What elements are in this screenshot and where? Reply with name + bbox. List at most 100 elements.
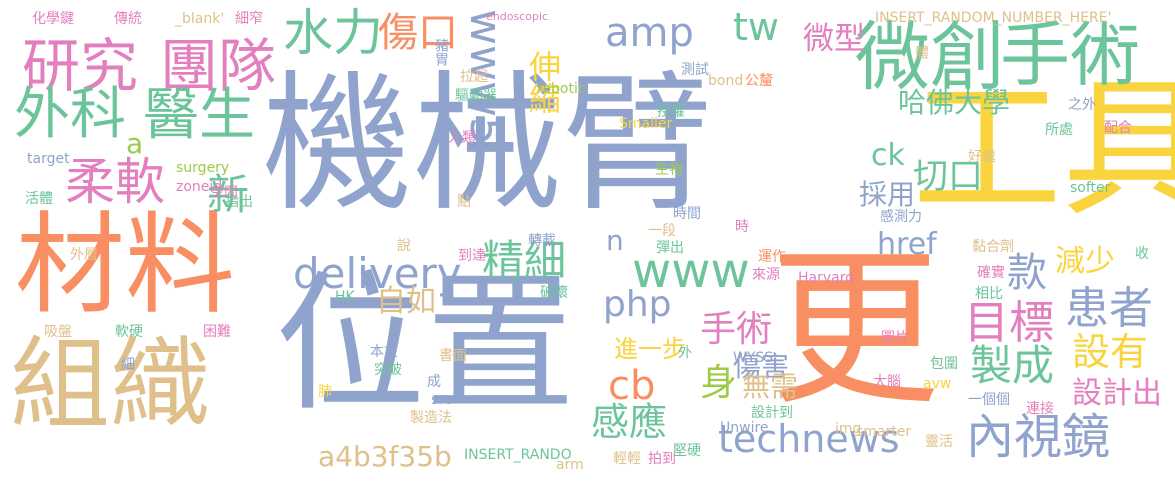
cloud-word: 豬胃 [433,38,449,66]
cloud-word: 研究 [22,32,139,100]
cloud-word: 活體 [25,191,53,207]
cloud-word: n [606,224,624,257]
cloud-word: src [431,392,452,408]
cloud-word: amp [605,10,694,56]
cloud-word: 團隊 [160,32,277,100]
cloud-word: delivery [293,249,462,298]
cloud-word: 傷口 [378,10,458,56]
cloud-word: 一段 [648,223,676,239]
cloud-word: 吸盤 [44,324,72,340]
cloud-word: 工具 [912,63,1175,237]
cloud-word: 彈出 [656,240,684,256]
cloud-word: 設計出 [1072,376,1162,411]
cloud-word: 公釐 [745,73,773,89]
cloud-word: 製成 [970,341,1055,390]
cloud-word: 困難 [203,324,231,340]
cloud-word: 身 [700,361,737,404]
cloud-word: 拍到 [648,451,676,467]
cloud-word: 設有 [1072,330,1149,374]
cloud-word: robotic [537,81,586,97]
cloud-word: www5 [460,9,511,145]
cloud-word: 醫生 [143,83,255,148]
cloud-word: 手術 [1000,14,1140,96]
cloud-word: 人類 [448,130,476,146]
cloud-word: 位置 [275,258,576,432]
cloud-word: 細 [121,357,135,373]
cloud-word: 設計到 [751,405,793,421]
cloud-word: cb [608,363,656,409]
cloud-word: 感測力 [880,209,922,225]
cloud-word: smarter [856,424,912,440]
cloud-word: 確實 [977,265,1005,281]
cloud-word: 傳統 [114,11,142,27]
cloud-word: 患者 [1065,283,1153,334]
cloud-word: 生物 [655,162,683,178]
cloud-word: 說 [397,238,411,254]
cloud-word: 破壞 [540,285,568,301]
cloud-word: 採用 [859,178,916,211]
cloud-word: 靈活 [925,434,953,450]
cloud-word: 圖片 [881,330,909,346]
cloud-word: 一個個 [968,392,1010,408]
cloud-word: 到達 [458,248,486,264]
cloud-word: 堅硬 [673,443,701,459]
cloud-word: 大腦 [873,374,901,390]
cloud-word: 傷害 [733,350,790,383]
cloud-word: 哈佛大學 [898,86,1011,119]
cloud-word: ck [871,138,905,173]
cloud-word: Smaller [619,116,673,132]
cloud-word: 相比 [975,286,1003,302]
cloud-word: arm [556,457,584,473]
cloud-word: 微創 [855,13,1006,101]
cloud-word: tw [733,5,779,49]
cloud-word: 手術 [700,309,773,350]
cloud-word: 收 [1135,246,1149,262]
cloud-word: 進一步 [614,335,686,363]
cloud-word: 空間 [210,185,238,201]
cloud-word: 之外 [1068,97,1096,113]
cloud-word: 好處 [968,149,996,165]
cloud-word: Harvard [798,270,855,286]
cloud-word: 組織 [10,326,210,443]
cloud-word: 拉起 [460,69,488,85]
cloud-word: 外 [678,345,692,361]
cloud-word: 微型 [803,21,865,57]
cloud-word: target [27,151,70,167]
cloud-word: 運作 [758,249,786,265]
cloud-word: www [632,243,750,299]
cloud-word: a [126,127,144,160]
cloud-word: 時間 [673,206,701,222]
cloud-word: INSERT_RANDO [464,447,572,463]
cloud-word: 連接 [1026,401,1054,417]
cloud-word: softer [1070,180,1111,196]
cloud-word: 成 [427,374,441,390]
cloud-word: href [877,227,937,262]
cloud-word: 精細 [482,236,567,285]
cloud-word: 外科 [14,82,126,147]
cloud-word: 本文 [370,344,398,360]
cloud-word: zoneid [176,179,223,195]
cloud-word: a4b3f35b [318,440,452,473]
cloud-word: HK [335,289,355,305]
cloud-word: 測試 [681,62,709,78]
cloud-word: 驅動器 [455,88,497,104]
cloud-word: 外層 [70,247,98,263]
cloud-word: 製造法 [410,410,452,426]
cloud-word: 柔軟 [65,153,165,211]
cloud-word: 時 [735,219,749,235]
cloud-word: 水力 [283,4,383,62]
cloud-word: 目標 [964,296,1055,349]
cloud-word: Unwire [720,420,769,436]
cloud-word: 指出 [225,194,253,210]
cloud-word: 軟硬 [115,324,143,340]
cloud-word: 輕輕 [613,451,641,467]
cloud-word: 內視鏡 [966,409,1111,465]
cloud-word: avw [923,376,952,392]
cloud-word: 款 [1007,250,1047,296]
cloud-word: 肺 [318,384,332,400]
cloud-word: 授權 [657,104,685,120]
cloud-word: 更 [770,231,941,429]
cloud-word: img [835,421,862,437]
cloud-word: 書面 [439,348,467,364]
